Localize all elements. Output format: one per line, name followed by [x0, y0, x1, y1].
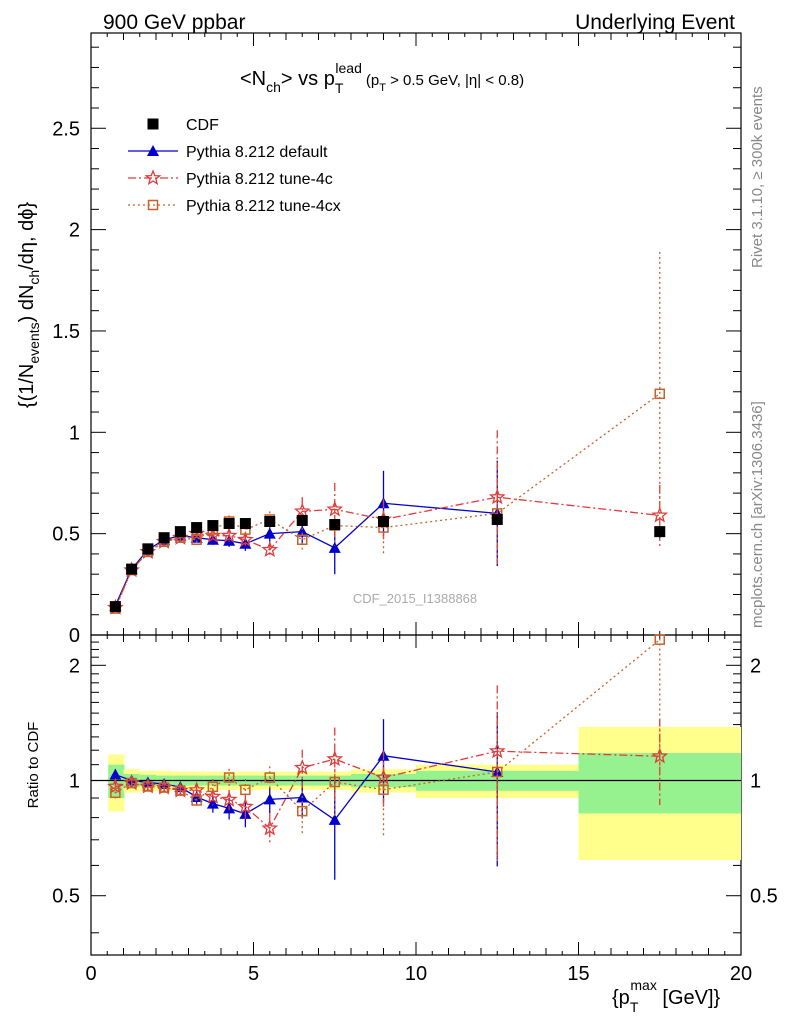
ratio-point-pythia-8-212-tune-4cx	[223, 772, 235, 783]
cdf-data-point	[142, 543, 154, 555]
x-axis-label: {pTmax [GeV]}	[612, 977, 721, 1015]
plot-title: <Nch> vs pTlead(pT > 0.5 GeV, |η| < 0.8)	[240, 60, 524, 96]
series-point-pythia-8-212-tune-4c	[261, 541, 279, 557]
ratio-series-layer	[107, 634, 669, 880]
legend: CDF Pythia 8.212 default Pythia 8.212 tune…	[128, 117, 341, 215]
cdf-data-point	[378, 515, 389, 527]
ratio-point-pythia-8-212-default	[109, 768, 122, 780]
ratio-point-pythia-8-212-tune-4c	[204, 787, 222, 804]
series-point-pythia-8-212-default	[263, 527, 276, 539]
legend-label-cdf: CDF	[186, 117, 219, 134]
ratio-point-pythia-8-212-tune-4cx	[240, 784, 251, 796]
ratio-y-tick-label: 2	[69, 655, 80, 677]
ratio-point-pythia-8-212-tune-4cx	[378, 784, 389, 795]
ratio-y-tick-label: 0.5	[52, 886, 80, 908]
ratio-point-pythia-8-212-tune-4c	[220, 790, 238, 807]
ratio-point-pythia-8-212-tune-4cx	[158, 782, 170, 793]
series-point-pythia-8-212-tune-4c	[237, 530, 254, 547]
ratio-point-pythia-8-212-tune-4c	[261, 819, 279, 836]
ratio-point-pythia-8-212-tune-4cx	[329, 776, 340, 788]
ratio-point-pythia-8-212-tune-4cx	[297, 805, 308, 817]
legend-label-pythia-8-212-tune-4cx: Pythia 8.212 tune-4cx	[186, 198, 341, 215]
legend-marker-pythia-8-212-default	[147, 145, 159, 156]
y-tick-label: 2.5	[52, 118, 80, 140]
ratio-point-pythia-8-212-tune-4c	[237, 797, 254, 814]
y-tick-label: 2	[69, 220, 80, 242]
ratio-point-pythia-8-212-default	[206, 797, 219, 809]
x-tick-label: 15	[567, 963, 589, 985]
ratio-line-pythia-8-212-tune-4cx	[115, 639, 661, 813]
series-point-pythia-8-212-tune-4c	[293, 502, 311, 519]
ratio-point-pythia-8-212-tune-4cx	[654, 634, 665, 645]
ratio-uncertainty-bands	[91, 726, 741, 860]
series-point-pythia-8-212-tune-4c	[651, 506, 669, 523]
cdf-data-point	[223, 518, 235, 530]
y-tick-label: 0	[69, 625, 80, 647]
series-point-pythia-8-212-tune-4c	[488, 488, 506, 505]
y-tick-label: 0.5	[52, 524, 80, 546]
series-point-pythia-8-212-default	[223, 534, 236, 546]
ratio-point-pythia-8-212-tune-4cx	[126, 777, 137, 789]
series-point-pythia-8-212-default	[328, 541, 341, 553]
cdf-data-point	[191, 522, 203, 534]
mcplots-reference-label: mcplots.cern.ch [arXiv:1306.3436]	[749, 401, 766, 628]
cdf-data-point	[296, 514, 308, 526]
ratio-point-pythia-8-212-tune-4c	[107, 777, 124, 794]
ratio-point-pythia-8-212-tune-4c	[188, 781, 206, 798]
main-series-layer	[107, 251, 669, 615]
ratio-y-tick-label: 1	[69, 771, 80, 793]
ratio-point-pythia-8-212-tune-4cx	[207, 781, 219, 793]
ratio-point-pythia-8-212-tune-4c	[293, 759, 311, 775]
legend-marker-cdf	[147, 118, 159, 130]
analysis-watermark: CDF_2015_I1388868	[353, 591, 477, 606]
cdf-data-point	[264, 515, 276, 527]
ratio-point-pythia-8-212-default	[263, 793, 276, 805]
series-point-pythia-8-212-tune-4c	[326, 500, 344, 517]
cdf-data-point	[239, 518, 251, 530]
ratio-point-pythia-8-212-tune-4cx	[264, 772, 275, 783]
series-point-pythia-8-212-tune-4cx	[297, 534, 308, 545]
y-tick-label: 1.5	[52, 321, 80, 343]
series-line-pythia-8-212-tune-4cx	[114, 393, 661, 609]
ratio-point-pythia-8-212-default	[328, 813, 341, 825]
cdf-data-point	[109, 601, 121, 613]
cdf-data-point	[126, 563, 138, 575]
ratio-point-pythia-8-212-tune-4cx	[175, 785, 186, 796]
ratio-y-axis-label: Ratio to CDF	[25, 722, 42, 809]
series-point-pythia-8-212-default	[296, 525, 309, 537]
y-tick-label: 1	[69, 422, 80, 444]
rivet-version-label: Rivet 3.1.10, ≥ 300k events	[749, 86, 766, 268]
x-tick-label: 5	[248, 963, 259, 985]
ratio-y-tick-label-right: 2	[750, 655, 761, 677]
ratio-y-tick-label-right: 0.5	[750, 886, 778, 908]
cdf-data-point	[174, 526, 186, 538]
legend-marker-pythia-8-212-tune-4c	[144, 169, 162, 186]
header-observable: Underlying Event	[575, 11, 735, 34]
legend-label-pythia-8-212-tune-4c: Pythia 8.212 tune-4c	[186, 171, 333, 188]
ratio-point-pythia-8-212-tune-4cx	[191, 795, 202, 806]
series-point-pythia-8-212-tune-4c	[220, 526, 238, 543]
series-point-pythia-8-212-tune-4cx	[191, 534, 202, 545]
ratio-point-pythia-8-212-tune-4cx	[142, 781, 154, 792]
legend-marker-pythia-8-212-tune-4cx	[147, 199, 159, 211]
cdf-data-point	[207, 520, 219, 532]
ratio-point-pythia-8-212-tune-4cx	[110, 787, 121, 799]
legend-label-pythia-8-212-default: Pythia 8.212 default	[186, 144, 328, 161]
ratio-point-pythia-8-212-tune-4c	[326, 750, 344, 767]
series-point-pythia-8-212-tune-4cx	[654, 388, 665, 400]
header-process: 900 GeV ppbar	[103, 11, 245, 34]
cdf-data-point	[158, 532, 170, 544]
cdf-data-point	[329, 519, 341, 531]
ratio-y-tick-label-right: 1	[750, 771, 761, 793]
y-axis-label: {(1/Nevents) dNch/dη, dϕ}	[16, 202, 42, 409]
cdf-data-point	[654, 526, 666, 538]
x-tick-label: 20	[730, 963, 752, 985]
cdf-data-point	[491, 513, 503, 525]
ratio-point-pythia-8-212-tune-4c	[375, 768, 392, 785]
x-tick-label: 0	[85, 963, 96, 985]
ratio-point-pythia-8-212-tune-4cx	[492, 766, 503, 778]
x-tick-label: 10	[405, 963, 427, 985]
